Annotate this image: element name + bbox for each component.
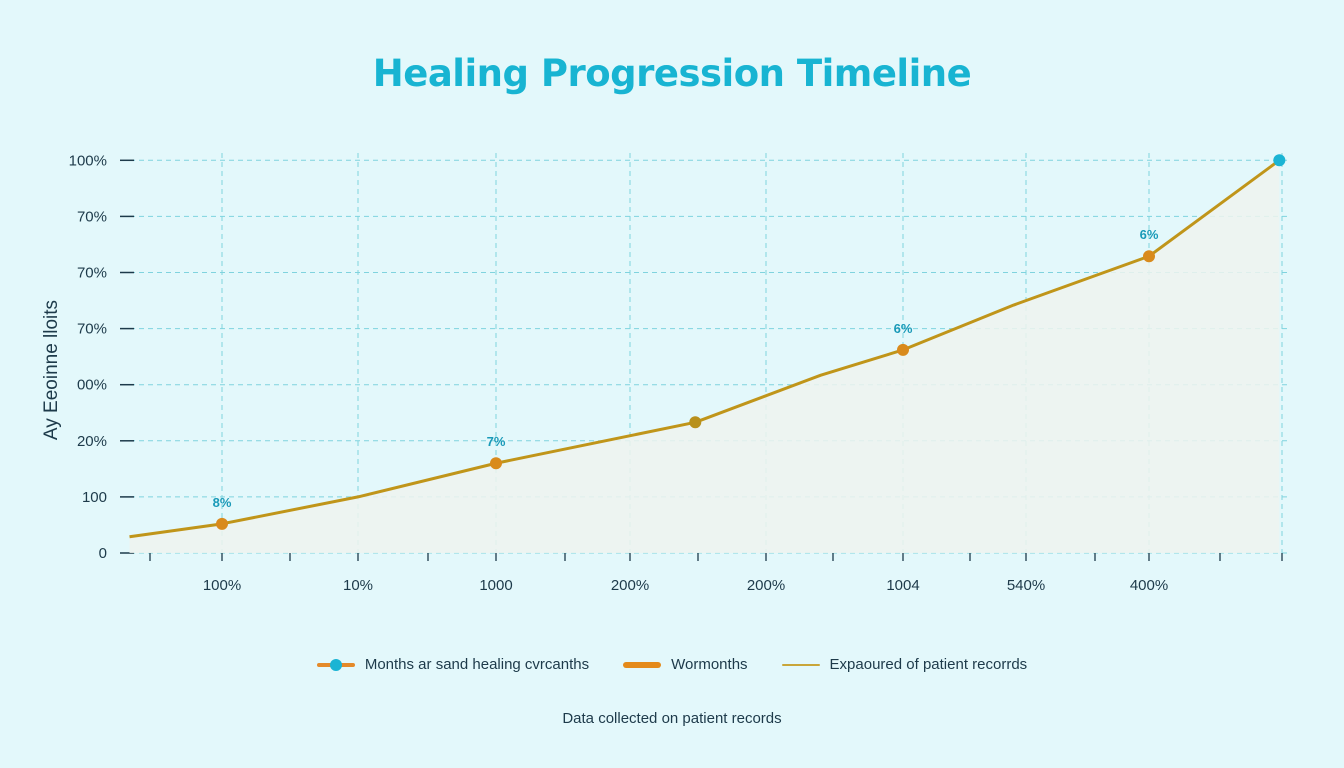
x-tick-label: 200%	[747, 577, 785, 594]
y-tick-label: 100%	[69, 152, 107, 169]
x-tick-label: 540%	[1007, 577, 1045, 594]
y-tick-label: 0	[99, 545, 107, 562]
legend-label: Months ar sand healing cvrcanths	[364, 656, 590, 673]
x-tick-label: 1000	[479, 577, 512, 594]
legend-label: Wormonths	[671, 656, 748, 673]
y-tick-label: 00%	[77, 377, 107, 394]
data-point	[897, 343, 909, 356]
legend-swatch-line	[781, 663, 820, 666]
x-tick-label: 1004	[886, 577, 919, 594]
x-tick-label: 100%	[203, 577, 241, 594]
data-point	[1143, 250, 1155, 263]
y-tick-label: 20%	[77, 433, 107, 450]
data-point	[490, 457, 502, 470]
x-tick-label: 10%	[343, 577, 373, 594]
y-tick-label: 70%	[77, 321, 107, 338]
legend-item-series-3[interactable]: Expaoured of patient recorrds	[781, 656, 1028, 673]
legend-item-series-1[interactable]: Months ar sand healing cvrcanths	[316, 656, 590, 673]
data-point	[689, 416, 702, 429]
legend-swatch-line-dot	[316, 658, 355, 671]
chart-title: Healing Progression Timeline	[372, 52, 972, 95]
data-point	[216, 517, 228, 530]
x-tick-label: 200%	[611, 577, 649, 594]
legend-swatch-bar	[623, 661, 662, 668]
footnote: Data collected on patient records	[562, 710, 782, 727]
y-tick-label: 70%	[77, 265, 107, 282]
data-point	[1273, 154, 1286, 167]
legend: Months ar sand healing cvrcanths Wormont…	[0, 656, 1344, 673]
legend-label: Expaoured of patient recorrds	[829, 656, 1028, 673]
area-fill	[129, 160, 1280, 554]
data-label: 7%	[487, 434, 506, 449]
x-tick-label: 400%	[1130, 577, 1168, 594]
y-tick-label: 70%	[77, 208, 107, 225]
series-line	[129, 159, 1281, 539]
data-label: 6%	[894, 321, 913, 336]
y-tick-label: 100	[82, 489, 107, 506]
data-label: 8%	[213, 495, 232, 510]
data-label: 6%	[1140, 227, 1159, 242]
legend-item-series-2[interactable]: Wormonths	[623, 656, 748, 673]
